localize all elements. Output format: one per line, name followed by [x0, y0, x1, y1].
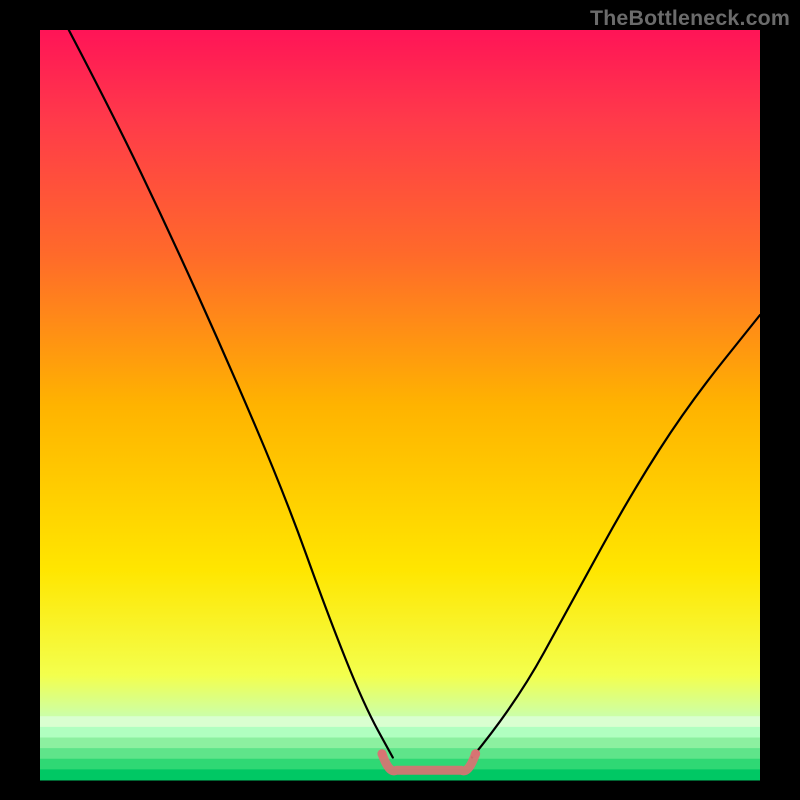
chart-stage: TheBottleneck.com — [0, 0, 800, 800]
watermark-text: TheBottleneck.com — [590, 6, 790, 31]
gradient-curve-chart — [0, 0, 800, 800]
gradient-area — [40, 30, 760, 780]
